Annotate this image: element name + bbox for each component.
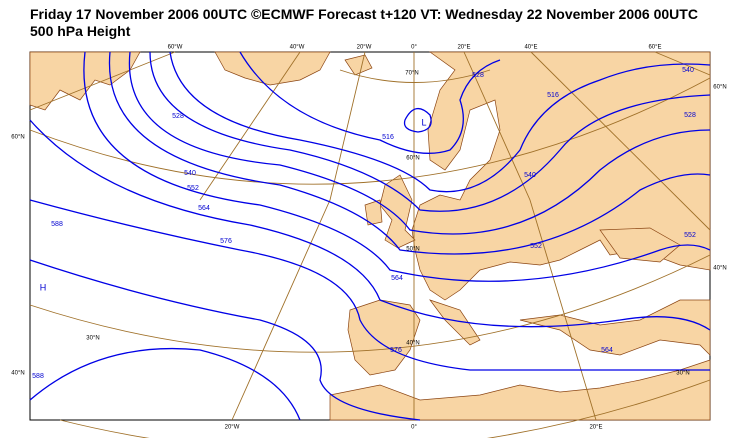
graticule-label: 40°E — [524, 45, 537, 51]
contour-label: 576 — [220, 238, 232, 245]
graticule-label: 30°N — [676, 371, 689, 377]
graticule-label: 20°E — [457, 45, 470, 51]
graticule-label: 60°E — [648, 45, 661, 51]
graticule-label: 20°E — [589, 425, 602, 431]
pressure-center: H — [40, 282, 47, 292]
contour-label: 588 — [32, 373, 44, 380]
contour-label: 564 — [601, 347, 613, 354]
contour-label: 516 — [547, 92, 559, 99]
contour-label: 576 — [390, 347, 402, 354]
title: Friday 17 November 2006 00UTC ©ECMWF For… — [30, 6, 698, 22]
graticule-label: 20°W — [225, 425, 240, 431]
graticule — [29, 51, 711, 438]
graticule-label: 40°N — [11, 371, 24, 377]
pressure-center: L — [421, 117, 426, 127]
contour-label: 564 — [391, 275, 403, 282]
contour-label: 516 — [382, 134, 394, 141]
graticule-label: 20°W — [357, 45, 372, 51]
contour-label: 564 — [198, 205, 210, 212]
contour-label: 528 — [172, 113, 184, 120]
contour-label: 552 — [530, 243, 542, 250]
subtitle: 500 hPa Height — [30, 23, 131, 39]
contour-label: 552 — [684, 232, 696, 239]
graticule-label: 40°W — [290, 45, 305, 51]
graticule-label: 40°N — [713, 266, 726, 272]
graticule-label: 70°N — [405, 71, 418, 77]
graticule-label: 60°N — [11, 135, 24, 141]
graticule-label: 50°N — [406, 247, 419, 253]
graticule-label: 60°N — [406, 156, 419, 162]
graticule-label: 30°N — [86, 336, 99, 342]
contour-label: 552 — [187, 185, 199, 192]
contour-label: 588 — [51, 221, 63, 228]
contours — [29, 51, 711, 421]
graticule-label: 0° — [411, 425, 417, 431]
graticule-label: 40°N — [406, 341, 419, 347]
contour-label: 528 — [472, 72, 484, 79]
contour-label: 540 — [524, 172, 536, 179]
contour-label: 528 — [684, 112, 696, 119]
graticule-label: 60°N — [713, 85, 726, 91]
graticule-label: 0° — [411, 45, 417, 51]
contour-label: 540 — [184, 170, 196, 177]
graticule-label: 60°W — [168, 45, 183, 51]
contour-label: 540 — [682, 67, 694, 74]
